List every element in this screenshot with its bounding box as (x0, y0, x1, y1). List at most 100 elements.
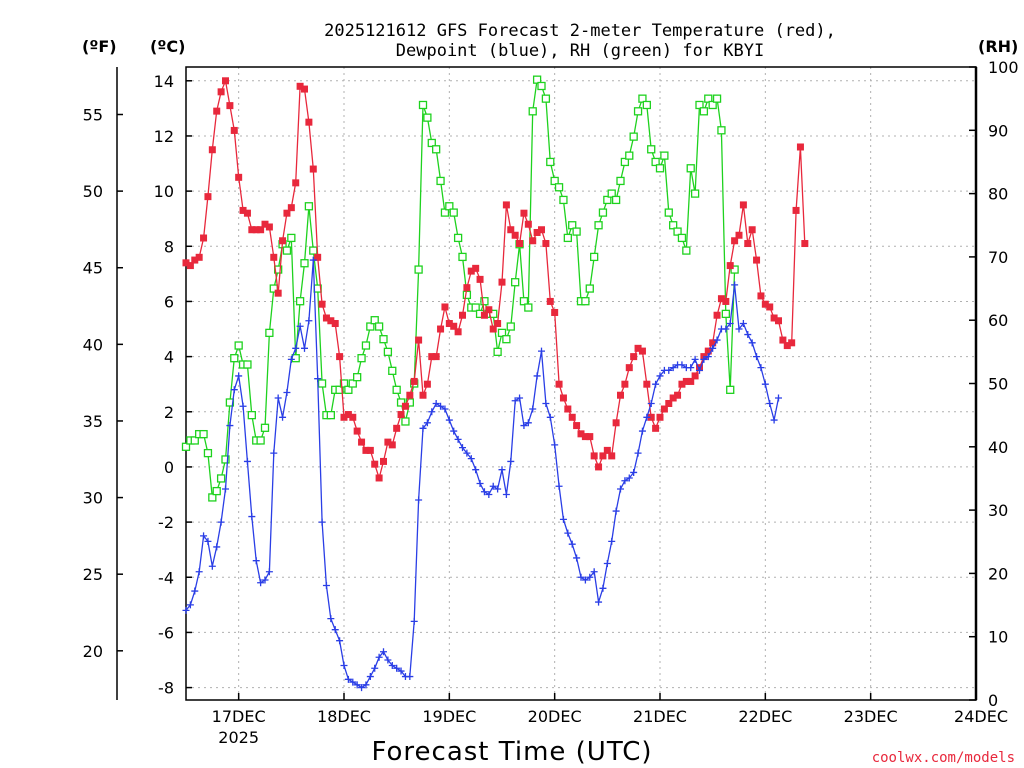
dewpoint-point (441, 405, 449, 413)
dewpoint-point (243, 457, 251, 465)
dewpoint-point (489, 482, 497, 490)
fahrenheit-tick-label: 50 (83, 182, 103, 201)
celsius-tick-label: 6 (164, 292, 174, 311)
temperature-point (401, 402, 409, 410)
rh-point (181, 442, 191, 451)
temperature-point (595, 463, 603, 471)
rh-tick-label: 20 (988, 564, 1008, 583)
temperature-point (467, 267, 475, 275)
temperature-point (687, 377, 695, 385)
temperature-point (388, 441, 396, 449)
dewpoint-point (630, 468, 638, 476)
fahrenheit-tick-label: 40 (83, 335, 103, 354)
rh-point (282, 246, 292, 255)
dewpoint-point (428, 408, 436, 416)
temperature-point (775, 317, 782, 325)
temperature-point (419, 391, 427, 399)
dewpoint-point (226, 422, 234, 430)
rh-point (383, 347, 393, 357)
rh-point (616, 176, 625, 186)
rh-point (519, 297, 529, 306)
temperature-point (792, 206, 800, 214)
rh-point (423, 113, 432, 122)
celsius-axis-unit: (ºC) (150, 37, 185, 56)
dewpoint-point (573, 554, 581, 562)
temperature-point (783, 342, 791, 350)
rh-point (287, 233, 296, 243)
temperature-point (309, 165, 317, 173)
rh-point (304, 202, 314, 211)
temperature-point (538, 226, 545, 234)
dewpoint-point (419, 424, 427, 432)
dewpoint-point (704, 353, 712, 361)
rh-point (664, 208, 673, 217)
rh-point (677, 233, 687, 243)
temperature-point (568, 413, 576, 421)
temperature-point (344, 411, 352, 419)
fahrenheit-tick-label: 20 (83, 642, 103, 661)
temperature-point (200, 234, 208, 242)
dewpoint-point (353, 681, 361, 689)
temperature-point (603, 446, 611, 454)
temperature-point (757, 292, 765, 300)
temperature-point (656, 413, 664, 421)
dewpoint-point (691, 355, 699, 363)
dewpoint-point (305, 317, 313, 325)
dewpoint-point (375, 653, 383, 661)
rh-point (686, 164, 695, 173)
dewpoint-point (726, 320, 734, 328)
rh-point (361, 341, 371, 350)
temperature-point (489, 325, 497, 333)
temperature-point (669, 394, 677, 402)
rh-point (695, 100, 704, 110)
dewpoint-point (617, 485, 624, 493)
dewpoint-point (384, 656, 392, 664)
dewpoint-point (358, 684, 366, 692)
temperature-point (559, 394, 567, 402)
rh-point (396, 398, 406, 407)
rh-point (502, 335, 511, 344)
dewpoint-point (678, 361, 686, 369)
dewpoint-point (731, 281, 739, 289)
dewpoint-point (336, 637, 344, 645)
dewpoint-point (590, 568, 598, 576)
x-tick-label: 23DEC (844, 707, 898, 726)
dewpoint-point (393, 664, 401, 672)
temperature-point (292, 179, 300, 187)
dewpoint-point (454, 435, 462, 443)
x-tick-label: 19DEC (422, 707, 476, 726)
temperature-point (384, 438, 392, 446)
dewpoint-point (498, 466, 506, 474)
temperature-point (621, 380, 629, 388)
dewpoint-point (559, 515, 567, 523)
dewpoint-point (265, 568, 273, 576)
temperature-point (480, 311, 488, 319)
dewpoint-point (415, 496, 423, 504)
rh-point (660, 151, 669, 160)
temperature-point (336, 353, 344, 361)
rh-point (699, 107, 709, 116)
temperature-point (766, 303, 774, 311)
temperature-point (748, 226, 756, 234)
rh-point (344, 385, 353, 394)
temperature-point (581, 433, 589, 441)
dewpoint-point (652, 380, 660, 388)
temperature-point (796, 143, 804, 151)
dewpoint-point (502, 491, 510, 499)
temperature-point (331, 320, 339, 328)
rh-point (497, 328, 507, 338)
temperature-point (779, 336, 787, 344)
temperature-point (577, 430, 585, 438)
rh-point (414, 265, 423, 274)
dewpoint-point (270, 449, 278, 457)
rh-point (690, 189, 700, 198)
rh-point (532, 75, 542, 84)
rh-point (453, 233, 463, 243)
rh-point (581, 297, 590, 306)
dewpoint-point (696, 366, 703, 374)
dewpoint-point (283, 388, 291, 396)
dewpoint-point (656, 372, 664, 380)
temperature-point (761, 300, 769, 308)
temperature-point (327, 317, 335, 325)
rh-point (445, 202, 454, 211)
